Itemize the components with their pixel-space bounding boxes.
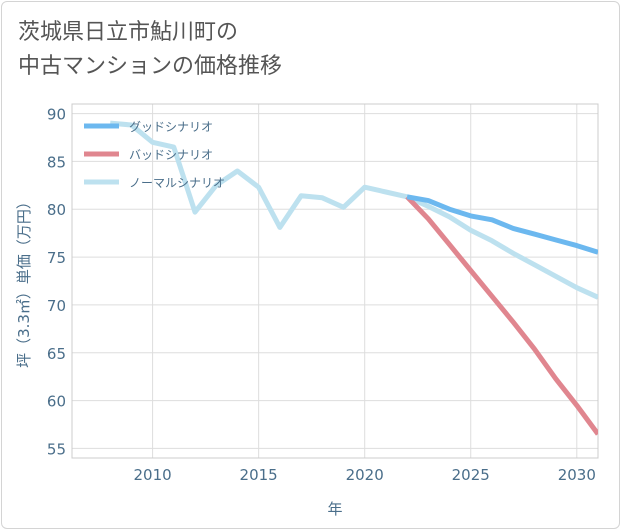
title-line-2: 中古マンションの価格推移 [18, 54, 283, 79]
y-axis-label: 坪（3.3㎡）単価（万円） [15, 194, 33, 368]
y-tick-label: 65 [47, 345, 66, 363]
y-tick-label: 70 [47, 297, 66, 315]
y-tick-label: 55 [47, 440, 66, 458]
y-tick-label: 85 [47, 153, 66, 171]
series-line-normal [109, 120, 598, 300]
legend-label-good: グッドシナリオ [129, 120, 213, 134]
legend-label-normal: ノーマルシナリオ [129, 176, 225, 190]
series-line-bad [405, 195, 598, 436]
y-tick-label: 75 [47, 249, 66, 267]
legend-label-bad: バッドシナリオ [129, 148, 213, 162]
y-tick-label: 60 [47, 393, 66, 411]
x-tick-label: 2010 [134, 466, 172, 484]
x-tick-label: 2025 [452, 466, 490, 484]
page-title: 茨城県日立市鮎川町の 中古マンションの価格推移 [18, 16, 282, 84]
title-line-1: 茨城県日立市鮎川町の [18, 20, 239, 45]
x-tick-label: 2020 [346, 466, 384, 484]
y-tick-label: 90 [47, 106, 66, 124]
y-tick-label: 80 [47, 201, 66, 219]
x-axis-label: 年 [327, 500, 342, 518]
x-tick-label: 2030 [558, 466, 596, 484]
grid-lines [72, 104, 598, 458]
axis-ticks: 55 60 65 70 75 80 85 90 2010 2015 2020 2025 2030 [47, 106, 596, 484]
x-tick-label: 2015 [240, 466, 278, 484]
series-line-good [406, 194, 598, 255]
series-lines [109, 120, 598, 436]
plot-area-border [71, 103, 599, 459]
